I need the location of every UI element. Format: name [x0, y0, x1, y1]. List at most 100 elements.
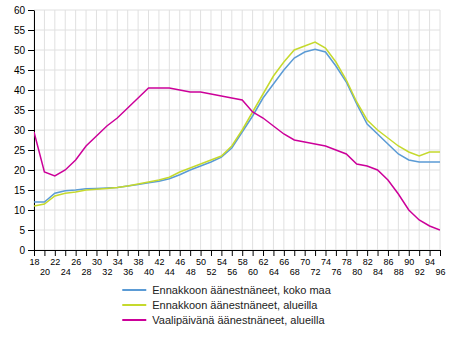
x-tick-mark [294, 250, 295, 256]
y-tick-mark [28, 190, 34, 191]
x-tick-mark [149, 250, 150, 256]
x-tick-mark [232, 250, 233, 256]
x-tick-label: 66 [279, 257, 289, 267]
x-tick-mark [378, 250, 379, 256]
x-axis: 1820222426283032343638404244464850525456… [29, 250, 445, 277]
x-tick-mark [117, 250, 118, 256]
y-tick: 10 [14, 205, 34, 216]
x-tick: 22 [50, 250, 60, 267]
legend-swatch [122, 304, 146, 306]
x-tick: 72 [311, 250, 321, 277]
x-tick-label: 62 [259, 257, 269, 267]
x-tick: 52 [206, 250, 216, 277]
y-tick: 40 [14, 85, 34, 96]
x-tick: 32 [102, 250, 112, 277]
x-tick-label: 26 [71, 257, 81, 267]
x-tick: 46 [175, 250, 185, 267]
y-tick-mark [28, 110, 34, 111]
x-tick-mark [367, 250, 368, 256]
x-tick: 94 [425, 250, 435, 267]
y-tick-label: 35 [14, 105, 26, 116]
x-tick-mark [253, 250, 254, 256]
x-tick-label: 46 [175, 257, 185, 267]
x-tick-label: 64 [269, 267, 279, 277]
x-tick: 92 [415, 250, 425, 277]
x-tick: 68 [290, 250, 300, 277]
plot-area: 1820222426283032343638404244464850525456… [14, 5, 446, 278]
x-tick: 50 [196, 250, 206, 267]
x-tick-label: 40 [144, 267, 154, 277]
x-tick-label: 22 [50, 257, 60, 267]
series-line [34, 88, 440, 230]
x-tick-mark [44, 250, 45, 256]
y-axis-line [34, 11, 35, 251]
x-tick: 18 [29, 250, 39, 267]
x-tick-mark [86, 250, 87, 256]
x-tick-label: 88 [394, 267, 404, 277]
x-tick-label: 18 [29, 257, 39, 267]
x-tick-label: 94 [425, 257, 435, 267]
grid-line-y [34, 170, 440, 171]
x-tick: 20 [40, 250, 50, 277]
x-tick-label: 30 [92, 257, 102, 267]
x-tick-mark [419, 250, 420, 256]
x-tick-label: 34 [113, 257, 123, 267]
y-tick-label: 50 [14, 45, 26, 56]
x-tick-mark [346, 250, 347, 256]
legend-label: Ennakkoon äänestnäneet, alueilla [152, 299, 318, 311]
y-tick-mark [28, 70, 34, 71]
x-tick-label: 24 [61, 267, 71, 277]
x-tick-label: 54 [217, 257, 227, 267]
x-tick-label: 68 [290, 267, 300, 277]
y-tick-label: 0 [19, 245, 25, 256]
x-tick: 90 [404, 250, 414, 267]
y-axis: 051015202530354045505560 [14, 5, 35, 256]
x-tick-mark [336, 250, 337, 256]
x-axis-line [35, 250, 441, 251]
x-tick-mark [315, 250, 316, 256]
y-tick-label: 10 [14, 205, 26, 216]
grid-line-y [34, 90, 440, 91]
x-tick: 82 [363, 250, 373, 267]
x-tick: 24 [61, 250, 71, 277]
y-tick-label: 5 [19, 225, 25, 236]
x-tick-mark [107, 250, 108, 256]
x-tick-label: 44 [165, 267, 175, 277]
x-tick: 36 [123, 250, 133, 277]
x-tick-mark [430, 250, 431, 256]
x-tick-mark [201, 250, 202, 256]
x-tick-label: 28 [82, 267, 92, 277]
y-tick: 15 [14, 185, 34, 196]
x-tick-mark [305, 250, 306, 256]
y-tick: 25 [14, 145, 34, 156]
y-tick: 50 [14, 45, 34, 56]
x-tick: 84 [373, 250, 383, 277]
x-tick: 34 [113, 250, 123, 267]
series-line [34, 49, 440, 202]
x-tick-label: 32 [102, 267, 112, 277]
lines [34, 42, 440, 230]
x-tick-label: 38 [134, 257, 144, 267]
legend-swatch [122, 319, 146, 321]
x-tick-mark [357, 250, 358, 256]
x-tick: 28 [82, 250, 92, 277]
y-tick-mark [28, 230, 34, 231]
x-tick-label: 86 [383, 257, 393, 267]
x-tick-label: 20 [40, 267, 50, 277]
x-tick-mark [138, 250, 139, 256]
x-tick: 30 [92, 250, 102, 267]
x-tick: 78 [342, 250, 352, 267]
x-tick: 64 [269, 250, 279, 277]
y-tick-label: 45 [14, 65, 26, 76]
x-tick-label: 78 [342, 257, 352, 267]
grid-line-y [34, 50, 440, 51]
y-tick-mark [28, 150, 34, 151]
x-tick: 40 [144, 250, 154, 277]
x-tick-label: 82 [363, 257, 373, 267]
grid-line-y [34, 10, 440, 11]
y-tick: 30 [14, 125, 34, 136]
x-tick-label: 60 [248, 267, 258, 277]
x-tick: 38 [134, 250, 144, 267]
x-tick: 76 [331, 250, 341, 277]
y-tick-mark [28, 250, 34, 251]
